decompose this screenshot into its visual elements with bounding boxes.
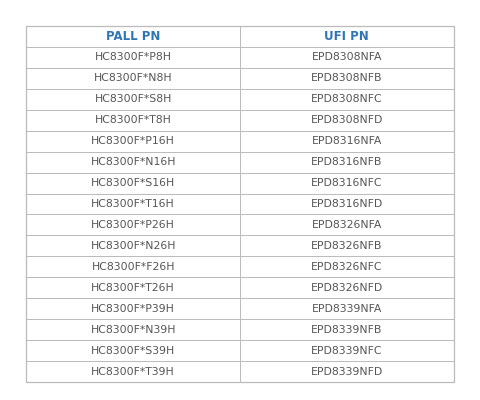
Text: PALL PN: PALL PN — [106, 30, 160, 43]
Bar — [240, 298, 454, 319]
Bar — [240, 194, 454, 214]
Text: EPD8316NFB: EPD8316NFB — [311, 157, 383, 167]
Bar — [26, 214, 240, 236]
Text: HC8300F*N8H: HC8300F*N8H — [94, 73, 172, 83]
Bar — [240, 131, 454, 152]
Bar — [26, 361, 240, 382]
Bar — [26, 110, 240, 131]
Text: EPD8316NFD: EPD8316NFD — [311, 199, 383, 209]
Bar — [26, 298, 240, 319]
Text: HC8300F*F26H: HC8300F*F26H — [92, 262, 175, 272]
Bar — [26, 236, 240, 256]
Bar — [240, 26, 454, 47]
Bar — [240, 256, 454, 277]
Text: HC8300F*T26H: HC8300F*T26H — [91, 283, 175, 293]
Bar — [240, 172, 454, 194]
Bar — [26, 131, 240, 152]
Bar — [26, 68, 240, 89]
Text: EPD8326NFA: EPD8326NFA — [312, 220, 382, 230]
Text: HC8300F*N26H: HC8300F*N26H — [90, 241, 176, 251]
Bar — [26, 194, 240, 214]
Text: HC8300F*P8H: HC8300F*P8H — [95, 52, 172, 62]
Text: UFI PN: UFI PN — [324, 30, 369, 43]
Bar — [240, 47, 454, 68]
Text: HC8300F*S39H: HC8300F*S39H — [91, 346, 175, 356]
Text: EPD8339NFD: EPD8339NFD — [311, 366, 383, 376]
Bar — [240, 214, 454, 236]
Text: HC8300F*N16H: HC8300F*N16H — [90, 157, 176, 167]
Bar — [240, 110, 454, 131]
Text: HC8300F*S16H: HC8300F*S16H — [91, 178, 175, 188]
Text: EPD8339NFA: EPD8339NFA — [312, 304, 382, 314]
Text: EPD8308NFC: EPD8308NFC — [311, 94, 383, 104]
Text: HC8300F*T16H: HC8300F*T16H — [91, 199, 175, 209]
Text: HC8300F*T8H: HC8300F*T8H — [95, 115, 172, 125]
Text: EPD8326NFD: EPD8326NFD — [311, 283, 383, 293]
Text: HC8300F*S8H: HC8300F*S8H — [95, 94, 172, 104]
Text: HC8300F*T39H: HC8300F*T39H — [91, 366, 175, 376]
Bar — [26, 340, 240, 361]
Text: EPD8308NFA: EPD8308NFA — [312, 52, 382, 62]
Bar — [240, 277, 454, 298]
Bar — [240, 68, 454, 89]
Text: EPD8326NFC: EPD8326NFC — [311, 262, 383, 272]
Text: EPD8316NFC: EPD8316NFC — [311, 178, 383, 188]
Bar — [26, 277, 240, 298]
Bar — [26, 26, 240, 47]
Text: EPD8308NFB: EPD8308NFB — [311, 73, 383, 83]
Text: EPD8339NFC: EPD8339NFC — [311, 346, 383, 356]
Bar — [240, 319, 454, 340]
Bar — [26, 319, 240, 340]
Bar — [240, 340, 454, 361]
Bar — [26, 172, 240, 194]
Text: EPD8326NFB: EPD8326NFB — [311, 241, 383, 251]
Text: EPD8316NFA: EPD8316NFA — [312, 136, 382, 146]
Text: HC8300F*P16H: HC8300F*P16H — [91, 136, 175, 146]
Bar — [240, 361, 454, 382]
Bar — [26, 26, 454, 382]
Text: EPD8339NFB: EPD8339NFB — [311, 325, 383, 335]
Bar — [26, 47, 240, 68]
Bar — [26, 152, 240, 172]
Text: EPD8308NFD: EPD8308NFD — [311, 115, 383, 125]
Text: HC8300F*P26H: HC8300F*P26H — [91, 220, 175, 230]
Text: HC8300F*P39H: HC8300F*P39H — [91, 304, 175, 314]
Text: HC8300F*N39H: HC8300F*N39H — [90, 325, 176, 335]
Bar — [240, 236, 454, 256]
Bar — [26, 89, 240, 110]
Bar — [240, 89, 454, 110]
Bar — [26, 256, 240, 277]
Bar — [240, 152, 454, 172]
